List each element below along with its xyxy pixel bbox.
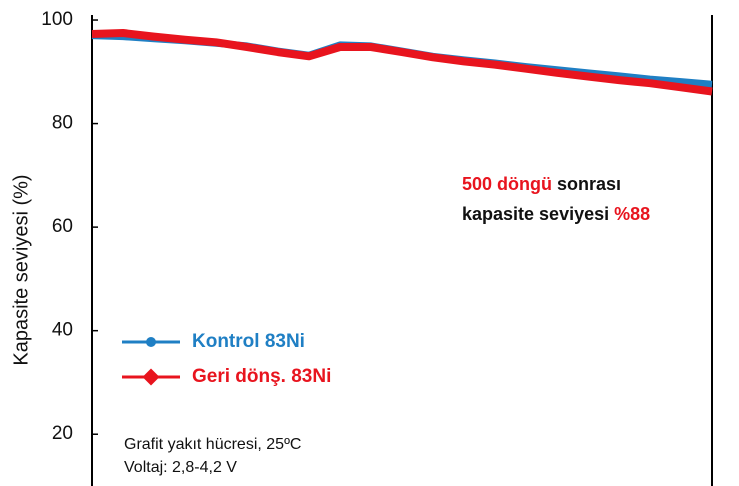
annotation-part: %88 [614,204,650,224]
note: Voltaj: 2,8‑4,2 V [124,459,237,476]
y-tick-label: 100 [41,9,73,30]
y-axis-label: Kapasite seviyesi (%) [10,174,32,365]
legend-label: Kontrol 83Ni [192,331,305,352]
y-tick-label: 40 [52,320,73,341]
annotation: kapasite seviyesi %88 [462,204,650,224]
legend-marker [146,337,156,347]
y-tick-label: 60 [52,216,73,237]
y-tick-label: 80 [52,113,73,134]
annotation-part: sonrası [557,174,621,194]
annotation-part: kapasite seviyesi [462,204,609,224]
note: Grafit yakıt hücresi, 25ºC [124,436,301,453]
annotation-part: 500 döngü [462,174,552,194]
legend-marker [142,368,160,386]
y-tick-label: 20 [52,423,73,444]
legend-label: Geri dönş. 83Ni [192,366,331,387]
annotation: 500 döngü sonrası [462,174,621,194]
data-line [91,29,713,96]
